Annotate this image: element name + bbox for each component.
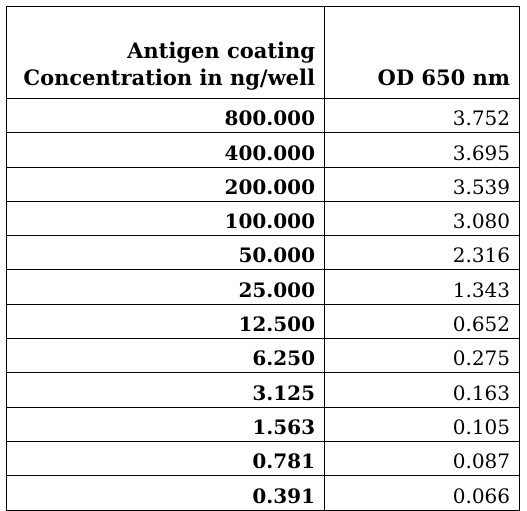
table-row: 50.000 2.316 bbox=[6, 235, 520, 271]
concentration-cell: 3.125 bbox=[6, 372, 325, 408]
table-row: 800.000 3.752 bbox=[6, 97, 520, 134]
concentration-cell: 1.563 bbox=[6, 406, 325, 442]
concentration-cell: 50.000 bbox=[6, 235, 325, 271]
table-row: 1.563 0.105 bbox=[6, 406, 520, 442]
header-concentration-line2: Concentration in ng/well bbox=[23, 65, 315, 90]
table-row: 0.781 0.087 bbox=[6, 440, 520, 477]
od-value-cell: 0.105 bbox=[324, 406, 520, 442]
table-header: Antigen coating Concentration in ng/well… bbox=[6, 6, 520, 99]
od-value-cell: 3.695 bbox=[324, 132, 520, 168]
table-body: 800.000 3.752 400.000 3.695 200.000 3.539 100.… bbox=[6, 97, 520, 511]
od-value-cell: 0.087 bbox=[324, 440, 520, 477]
od-value-cell: 0.275 bbox=[324, 338, 520, 374]
od-concentration-table: Antigen coating Concentration in ng/well… bbox=[6, 6, 520, 511]
concentration-cell: 400.000 bbox=[6, 132, 325, 168]
header-concentration: Antigen coating Concentration in ng/well bbox=[6, 6, 325, 99]
table-row: 100.000 3.080 bbox=[6, 200, 520, 237]
od-value-cell: 1.343 bbox=[324, 269, 520, 305]
header-row: Antigen coating Concentration in ng/well… bbox=[6, 6, 520, 99]
concentration-cell: 25.000 bbox=[6, 269, 325, 305]
od-value-cell: 0.163 bbox=[324, 372, 520, 408]
concentration-cell: 12.500 bbox=[6, 303, 325, 340]
concentration-cell: 6.250 bbox=[6, 338, 325, 374]
table-row: 3.125 0.163 bbox=[6, 372, 520, 408]
table-row: 200.000 3.539 bbox=[6, 166, 520, 202]
header-od: OD 650 nm bbox=[324, 6, 520, 99]
concentration-cell: 200.000 bbox=[6, 166, 325, 202]
table-row: 12.500 0.652 bbox=[6, 303, 520, 340]
table-row: 25.000 1.343 bbox=[6, 269, 520, 305]
od-value-cell: 0.652 bbox=[324, 303, 520, 340]
concentration-cell: 800.000 bbox=[6, 97, 325, 134]
header-concentration-line1: Antigen coating bbox=[127, 38, 315, 63]
table-row: 6.250 0.275 bbox=[6, 338, 520, 374]
table-row: 400.000 3.695 bbox=[6, 132, 520, 168]
od-value-cell: 2.316 bbox=[324, 235, 520, 271]
concentration-cell: 100.000 bbox=[6, 200, 325, 237]
od-value-cell: 3.080 bbox=[324, 200, 520, 237]
od-value-cell: 3.752 bbox=[324, 97, 520, 134]
concentration-cell: 0.781 bbox=[6, 440, 325, 477]
od-value-cell: 3.539 bbox=[324, 166, 520, 202]
data-table-container: Antigen coating Concentration in ng/well… bbox=[6, 6, 520, 511]
